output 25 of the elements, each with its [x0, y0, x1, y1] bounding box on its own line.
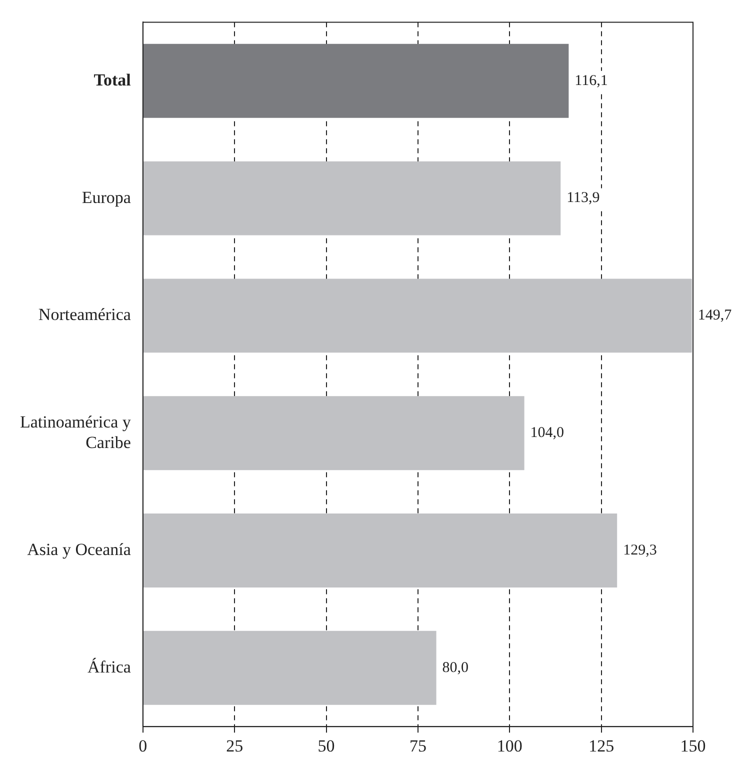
bar — [143, 396, 524, 470]
bar — [143, 44, 569, 118]
x-tick-label: 75 — [409, 736, 426, 756]
y-tick-label: Latinoamérica y Caribe — [20, 412, 132, 452]
y-tick-label: África — [87, 657, 132, 676]
y-tick-label: Norteamérica — [38, 305, 132, 324]
bar — [143, 278, 692, 353]
bar — [143, 161, 561, 236]
y-tick-label: Total — [94, 70, 132, 90]
data-label: 129,3 — [623, 542, 657, 558]
data-label: 104,0 — [530, 425, 564, 442]
data-label: 113,9 — [566, 190, 600, 206]
data-label: 149,7 — [698, 308, 732, 324]
x-tick-label: 50 — [318, 736, 335, 756]
x-tick-label: 0 — [138, 736, 148, 756]
data-label: 116,1 — [574, 72, 608, 89]
x-tick-label: 125 — [588, 736, 614, 756]
x-tick-label: 150 — [680, 736, 706, 756]
x-tick-label: 25 — [226, 736, 244, 756]
bar — [143, 630, 436, 705]
y-tick-label: Europa — [82, 188, 132, 207]
y-tick-label: Asia y Oceanía — [27, 540, 132, 559]
x-tick-label: 100 — [496, 736, 522, 756]
bar — [143, 514, 618, 588]
data-label: 80,0 — [442, 660, 469, 676]
